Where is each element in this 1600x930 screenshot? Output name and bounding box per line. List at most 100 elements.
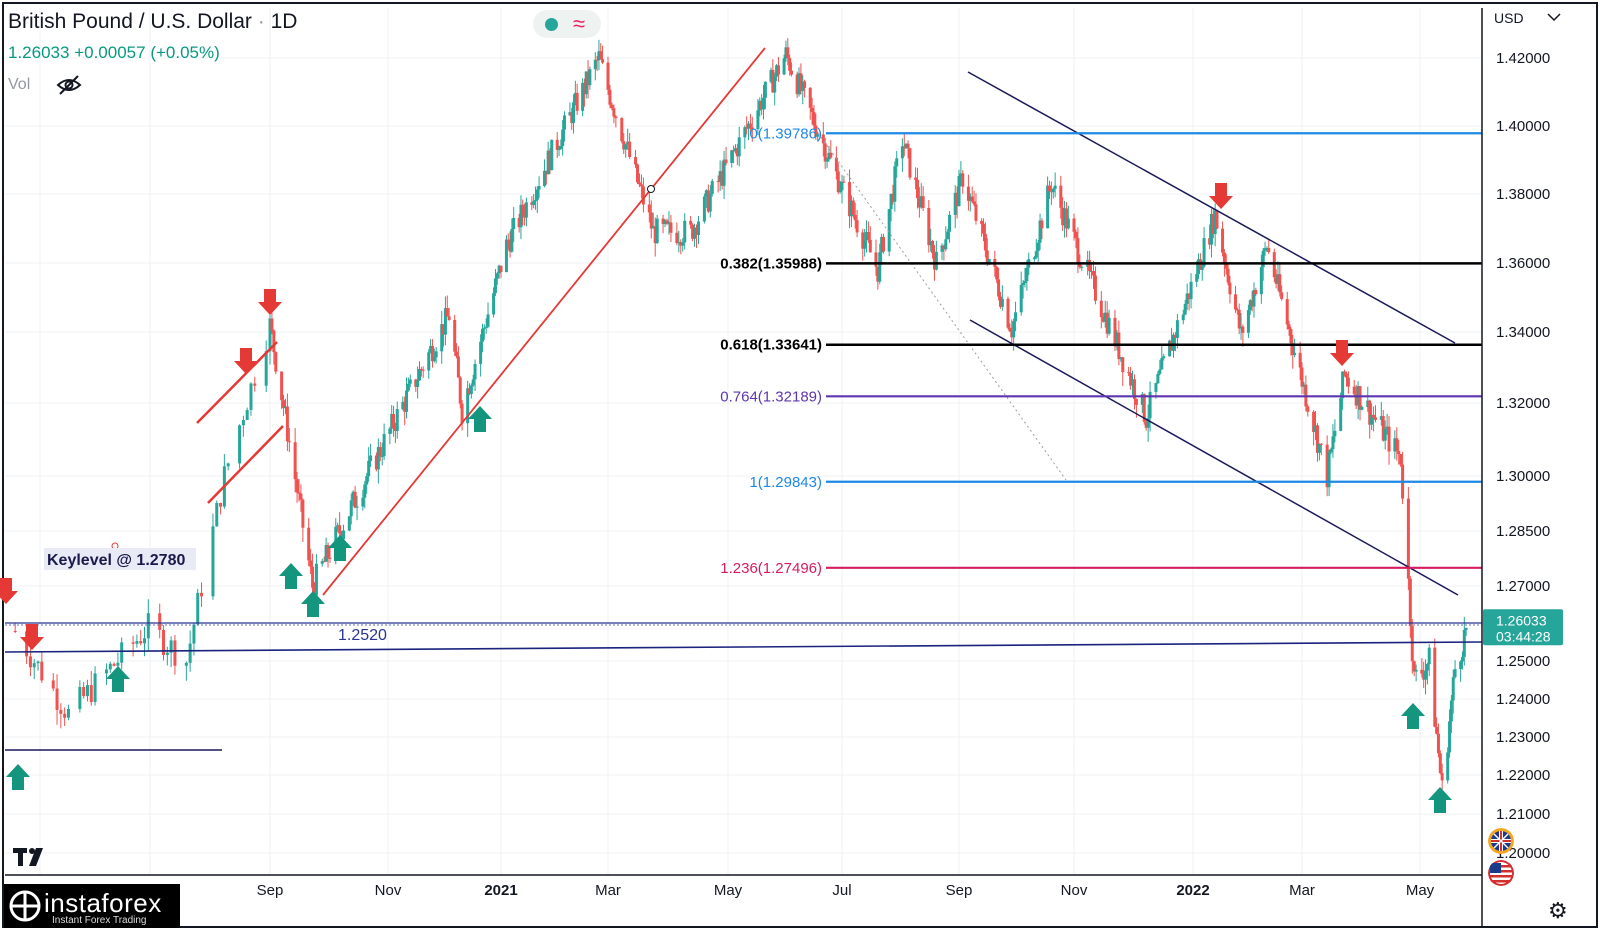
current-price-text: 1.26033 [1496, 612, 1547, 628]
candle-body [934, 251, 938, 270]
candle-body [557, 149, 561, 151]
candle-body [1103, 312, 1107, 322]
candle-body [249, 383, 253, 410]
candle-body [1127, 372, 1131, 374]
candle-body [1272, 252, 1276, 278]
symbol-title[interactable]: British Pound / U.S. Dollar · 1D [8, 10, 298, 33]
candle-body [432, 357, 436, 362]
candle-body [691, 224, 695, 239]
candle-body [301, 499, 305, 528]
candle-body [1099, 300, 1103, 318]
candle-body [581, 82, 585, 111]
indicator-status-pill[interactable]: ≈ [533, 10, 601, 38]
candle-body [1237, 309, 1241, 329]
candle-body [299, 493, 303, 500]
candle-body [1173, 334, 1177, 338]
candle-body [568, 112, 572, 116]
candle-body [562, 115, 566, 130]
candle-body [460, 403, 464, 424]
us-flag-icon[interactable] [1488, 860, 1514, 886]
candle-body [1408, 578, 1412, 627]
candle-body [1302, 384, 1306, 387]
candle-body [803, 81, 807, 88]
candle-body [853, 214, 857, 221]
down-channel-lower [969, 319, 1459, 596]
candle-body [466, 388, 470, 424]
candle-body [378, 447, 382, 457]
candle-body [849, 200, 853, 217]
candle-body [1195, 274, 1199, 282]
candle-body [1317, 443, 1321, 453]
candle-body [1131, 379, 1135, 386]
candle-body [1121, 357, 1125, 373]
candle-body [608, 89, 612, 105]
hide-eye-icon[interactable] [56, 74, 82, 101]
candle-body [998, 296, 1002, 307]
candle-body [508, 242, 512, 252]
candle-body [651, 226, 655, 229]
candle-body [1034, 251, 1038, 258]
candle-body [1040, 220, 1044, 229]
candle-body [200, 592, 204, 597]
rising-wedge-lower [207, 425, 284, 504]
candle-body [1381, 416, 1385, 441]
candle-body [1464, 627, 1468, 630]
candle-body [748, 123, 752, 128]
candle-body [1314, 425, 1318, 433]
fibonacci-levels: 0(1.39786) 0.382(1.35988) 0.618(1.33641) 0.… [720, 125, 1482, 577]
candle-body [1446, 752, 1450, 781]
candle-body [737, 137, 741, 157]
candle-body [626, 141, 630, 145]
settings-gear-icon[interactable]: ⚙ [1548, 898, 1568, 923]
down-arrow-icon [1330, 340, 1354, 366]
up-arrow-icon [6, 764, 30, 790]
candle-body [1080, 266, 1084, 268]
candle-body [544, 170, 548, 175]
candle-body [622, 141, 626, 150]
candle-body [1241, 326, 1245, 333]
candle-body [985, 250, 989, 263]
time-tick-label: Mar [1289, 882, 1315, 899]
candle-body [519, 204, 523, 228]
candle-body [1424, 670, 1428, 680]
candle-body [1246, 310, 1250, 333]
candle-body [421, 369, 425, 371]
candle-body [1134, 399, 1138, 405]
candle-body [1414, 669, 1418, 672]
candle-body [1339, 398, 1343, 431]
candle-body [915, 179, 919, 199]
candle-body [1059, 185, 1063, 208]
candle-body [135, 641, 139, 644]
candle-body [808, 87, 812, 108]
watermark-tagline: Instant Forex Trading [52, 915, 147, 926]
candle-body [473, 363, 477, 380]
candle-body [661, 218, 665, 225]
candle-body [834, 157, 838, 172]
candle-body [747, 123, 751, 129]
candle-body [417, 369, 421, 381]
candle-body [1010, 331, 1014, 338]
candle-body [1265, 248, 1269, 250]
price-change-pct: (+0.05%) [150, 43, 220, 62]
candle-body [1341, 371, 1345, 399]
candle-body [902, 146, 906, 149]
candle-body [550, 139, 554, 171]
candle-body [677, 242, 681, 244]
uk-flag-icon[interactable] [1488, 828, 1514, 854]
candle-body [559, 146, 563, 150]
price-tick-label: 1.36000 [1496, 255, 1550, 272]
instaforex-logo-icon [9, 890, 41, 922]
up-arrow-icon [301, 591, 325, 617]
candle-body [442, 324, 446, 335]
candle-body [1331, 436, 1335, 450]
candle-body [733, 148, 737, 152]
candle-body [1370, 414, 1374, 425]
candle-body [1329, 449, 1333, 453]
candle-body [1291, 343, 1295, 356]
candle-body [970, 196, 974, 202]
interval-label: 1D [270, 10, 298, 33]
candle-body [663, 220, 667, 225]
candle-body [380, 456, 384, 458]
candle-body [1259, 267, 1263, 295]
